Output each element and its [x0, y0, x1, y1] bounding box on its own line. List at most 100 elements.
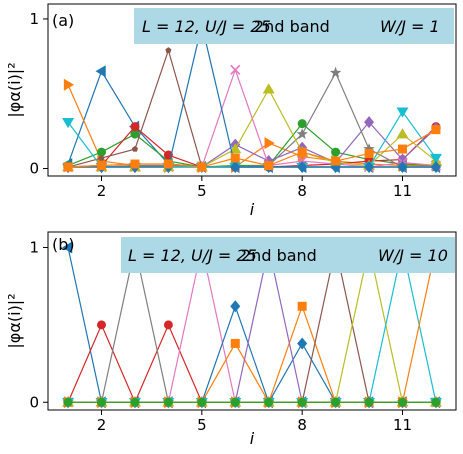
data-point [297, 301, 307, 311]
data-point [197, 162, 207, 172]
panel-label: (b) [52, 235, 75, 254]
series-line [67, 48, 436, 168]
data-point [163, 320, 173, 330]
data-point [130, 397, 140, 407]
series-1 [63, 78, 442, 174]
data-point [364, 116, 375, 129]
data-point [63, 162, 73, 172]
data-point [297, 147, 307, 157]
x-tick-label: 2 [97, 182, 107, 200]
annotation-disorder: W/J = 1 [380, 17, 440, 36]
annotation-disorder: W/J = 10 [378, 246, 448, 265]
data-point [297, 119, 307, 129]
y-tick-label: 0 [29, 160, 39, 178]
data-point [297, 397, 307, 407]
data-point [230, 153, 240, 163]
annotation-box [121, 237, 455, 273]
series-line [67, 323, 436, 404]
data-point [429, 153, 442, 165]
data-point [297, 337, 308, 350]
data-point [397, 161, 408, 174]
data-point [97, 320, 107, 330]
data-point [63, 397, 73, 407]
data-point [364, 397, 374, 407]
data-point [130, 129, 140, 139]
series-line [68, 304, 436, 404]
data-point [431, 397, 441, 407]
plot-frame [47, 3, 457, 177]
data-point [131, 145, 138, 152]
data-point [95, 65, 106, 78]
series-11 [63, 397, 441, 407]
data-point [163, 159, 173, 169]
x-tick-label: 11 [393, 182, 412, 200]
data-point [130, 122, 140, 132]
data-point [364, 161, 375, 174]
x-axis-label: i [250, 200, 255, 219]
x-tick-label: 2 [97, 416, 107, 434]
data-point [264, 397, 274, 407]
series-line [68, 24, 436, 168]
y-axis-label: |φα(i)|² [5, 62, 24, 117]
data-point [197, 397, 207, 407]
y-axis-label: |φα(i)|² [5, 293, 24, 348]
annotation-band: 2nd band [241, 246, 317, 265]
data-point [230, 161, 241, 174]
data-point [262, 83, 275, 94]
data-point [264, 137, 275, 150]
plot-frame [47, 231, 457, 411]
data-point [264, 161, 274, 171]
data-point [230, 64, 241, 75]
data-point [98, 154, 105, 161]
data-point [230, 300, 241, 313]
data-point [130, 159, 140, 169]
data-point [430, 161, 441, 174]
data-point [97, 397, 107, 407]
data-point [63, 78, 75, 91]
data-point [229, 143, 242, 154]
data-point [363, 143, 375, 154]
y-tick-label: 1 [29, 238, 39, 256]
y-tick-label: 0 [29, 393, 39, 411]
x-tick-label: 5 [197, 182, 207, 200]
data-point [62, 117, 75, 129]
data-point [97, 161, 107, 171]
data-point [364, 149, 374, 159]
data-point [396, 128, 409, 139]
data-point [163, 397, 173, 407]
data-point [165, 47, 172, 53]
x-tick-label: 8 [297, 416, 307, 434]
data-point [230, 397, 240, 407]
annotation-band: 2nd band [254, 17, 330, 36]
data-point [397, 144, 407, 154]
data-point [97, 147, 107, 157]
series-line [68, 71, 436, 168]
data-point [62, 241, 73, 254]
data-point [331, 147, 341, 157]
data-point [329, 66, 342, 78]
y-tick-label: 1 [29, 10, 39, 28]
data-point [331, 397, 341, 407]
series-line [68, 129, 437, 168]
series-11 [63, 125, 441, 172]
data-point [331, 156, 341, 166]
panel-label: (a) [52, 11, 74, 30]
data-point [431, 125, 441, 135]
x-tick-label: 5 [197, 416, 207, 434]
annotation-params: L = 12, U/J = 25 [128, 246, 257, 265]
annotation-box [134, 8, 454, 44]
data-point [297, 161, 308, 174]
data-point [230, 338, 240, 348]
annotation-params: L = 12, U/J = 25 [142, 17, 271, 36]
x-tick-label: 8 [297, 182, 307, 200]
x-axis-label: i [250, 429, 255, 448]
data-point [296, 128, 308, 139]
x-tick-label: 11 [393, 416, 412, 434]
data-point [397, 397, 407, 407]
data-point [396, 107, 409, 118]
